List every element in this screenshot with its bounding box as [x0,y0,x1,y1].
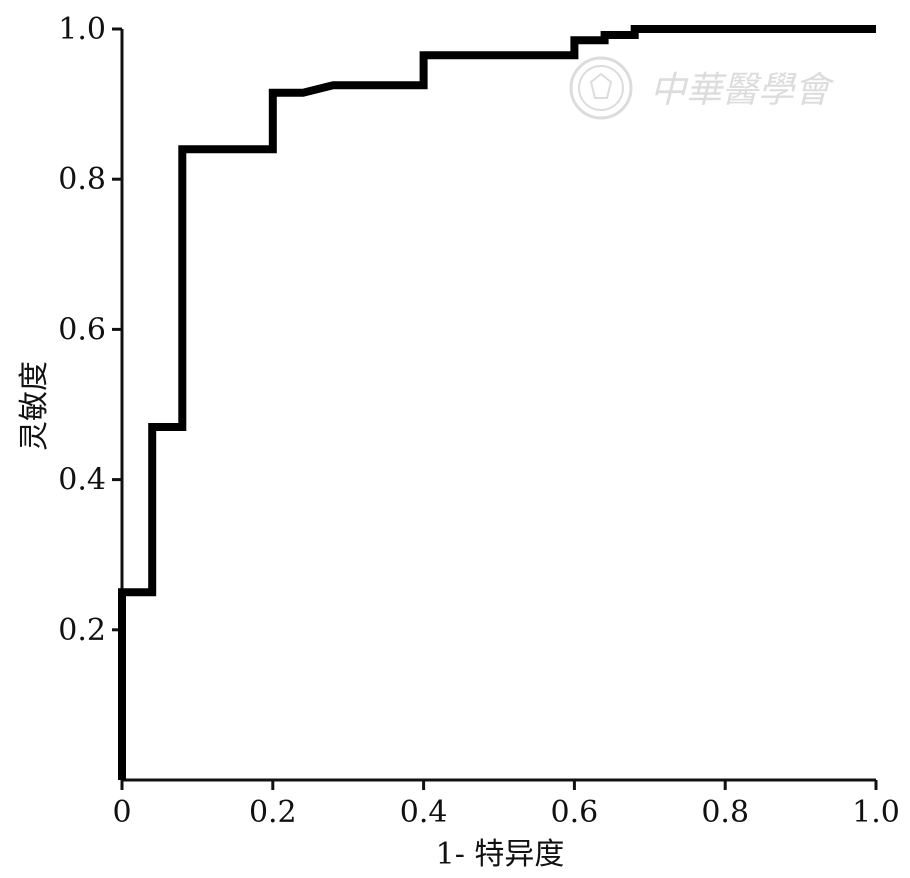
series [118,25,876,780]
x-tick-label: 0.2 [249,795,297,830]
y-tick-label: 0.8 [58,162,106,197]
x-tick-label: 0.4 [400,795,448,830]
watermark-text: 中華醫學會 [650,70,835,111]
watermark-seal-icon [569,56,633,120]
x-axis-title: 1- 特异度 [436,837,565,872]
y-axis-title: 灵敏度 [17,361,52,451]
roc-curve-line [118,25,876,780]
x-tick-label: 0.6 [551,795,599,830]
x-tick-label: 1.0 [852,795,900,830]
y-tick-label: 0.2 [58,613,106,648]
ticks: 0 0.2 0.4 0.6 0.8 1.0 0.2 0.4 0.6 0.8 1.0 [58,12,900,830]
axes [120,29,876,782]
x-tick-label: 0 [112,795,131,830]
y-tick-label: 1.0 [58,12,106,47]
watermark: 中華醫學會 [569,56,835,120]
x-tick-label: 0.8 [701,795,749,830]
y-tick-label: 0.4 [58,463,106,498]
y-tick-label: 0.6 [58,312,106,347]
